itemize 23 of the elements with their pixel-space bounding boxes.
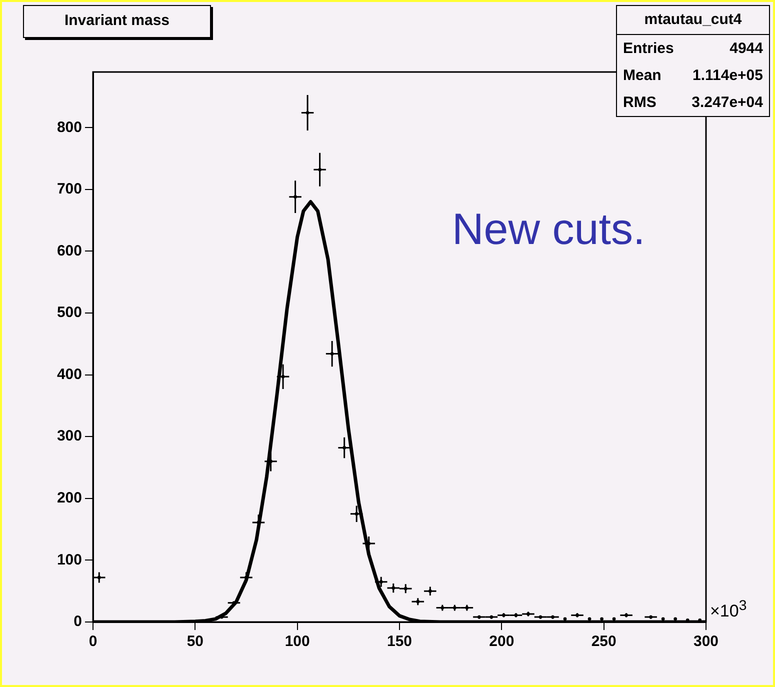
y-tick-label: 400 [56,366,82,383]
x-tick-label: 100 [284,633,310,650]
text: Mean 1.114e+05 [623,67,763,84]
text: mtautau_cut4 [617,6,769,35]
x-axis-title: ×10$^{3}$ [710,598,747,622]
text: Entries 4944 [623,40,763,57]
y-tick-label: 0 [74,613,82,630]
x-tick-label: 0 [88,633,98,650]
x-tick-label: 200 [489,633,514,650]
x-tick-label: 250 [591,633,616,650]
chart-title: Invariant mass [23,5,211,38]
y-tick-label: 500 [56,304,82,322]
x-tick-label: 150 [386,633,412,650]
y-tick-label: 800 [56,118,82,136]
text: RMS 3.247e+04 [623,94,763,111]
x-tick-label: 300 [693,633,719,650]
y-tick-label: 300 [56,428,82,445]
annotation: New cuts. [452,205,646,255]
y-tick-label: 200 [56,490,82,507]
x-tick-label: 50 [186,633,204,650]
y-tick-label: 700 [56,180,82,198]
y-tick-label: 100 [56,551,82,568]
y-tick-label: 600 [56,242,82,260]
